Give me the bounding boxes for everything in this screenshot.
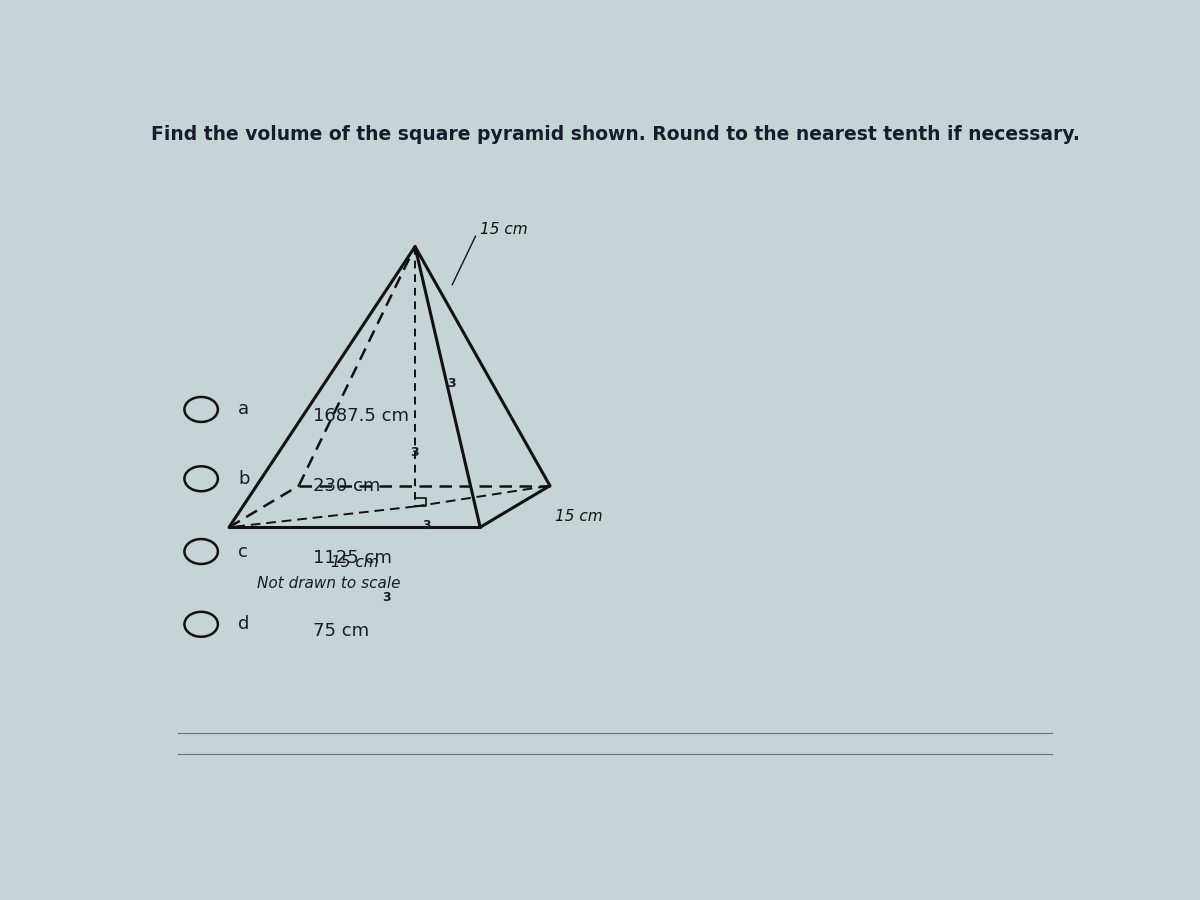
Text: 75 cm: 75 cm (313, 622, 368, 640)
Text: Not drawn to scale: Not drawn to scale (257, 576, 401, 590)
Text: Find the volume of the square pyramid shown. Round to the nearest tenth if neces: Find the volume of the square pyramid sh… (150, 125, 1080, 144)
Text: a: a (239, 400, 250, 418)
Text: 3: 3 (383, 591, 391, 605)
Text: 15 cm: 15 cm (554, 509, 602, 525)
Text: 1687.5 cm: 1687.5 cm (313, 408, 409, 426)
Text: 15 cm: 15 cm (480, 221, 528, 237)
Text: c: c (239, 543, 248, 561)
Text: b: b (239, 470, 250, 488)
Text: 230 cm: 230 cm (313, 477, 380, 495)
Text: 1125 cm: 1125 cm (313, 549, 391, 568)
Text: 3: 3 (422, 518, 431, 532)
Text: d: d (239, 616, 250, 634)
Text: 15 cm: 15 cm (331, 555, 378, 570)
Text: 3: 3 (448, 376, 456, 390)
Text: 3: 3 (410, 446, 419, 459)
